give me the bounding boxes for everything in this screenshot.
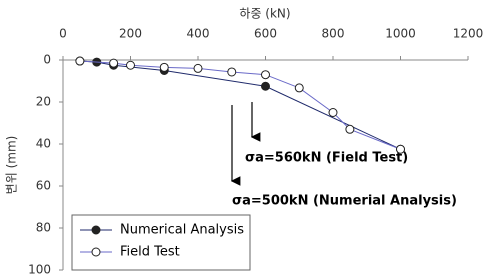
y-tick-label: 40: [36, 137, 51, 151]
series-line: [79, 60, 401, 150]
x-tick-label: 1200: [453, 27, 484, 41]
y-tick-label: 100: [28, 263, 51, 277]
point: [193, 63, 203, 73]
point: [261, 70, 270, 80]
y-axis-label: 변위 (mm): [5, 136, 19, 195]
y-tick-label: 60: [36, 179, 51, 193]
x-tick-label: 200: [119, 27, 142, 41]
point: [75, 56, 85, 66]
legend-marker: [91, 225, 101, 235]
legend-marker: [91, 247, 101, 257]
legend-label: Numerical Analysis: [120, 223, 244, 238]
point: [328, 108, 338, 117]
x-tick-label: 1000: [385, 27, 416, 41]
series-line: [79, 60, 401, 150]
x-tick-label: 600: [254, 27, 277, 41]
point: [227, 67, 237, 77]
y-tick-label: 80: [36, 221, 51, 235]
x-axis-label: 하중 (kN): [239, 7, 290, 21]
annotation: σa=560kN (Field Test): [245, 151, 408, 166]
point: [261, 81, 270, 91]
x-tick-label: 800: [322, 27, 345, 41]
point: [159, 62, 169, 72]
y-tick-label: 20: [36, 95, 51, 109]
x-tick-label: 400: [187, 27, 210, 41]
legend-box: [71, 214, 251, 271]
point: [126, 60, 135, 70]
x-tick-label: 0: [59, 27, 67, 41]
annotation: σa=500kN (Numerial Analysis): [232, 194, 457, 209]
point: [345, 124, 355, 134]
point: [109, 58, 119, 68]
legend-label: Field Test: [120, 245, 180, 260]
point: [294, 83, 304, 93]
y-tick-label: 0: [43, 53, 51, 67]
point: [396, 144, 405, 154]
